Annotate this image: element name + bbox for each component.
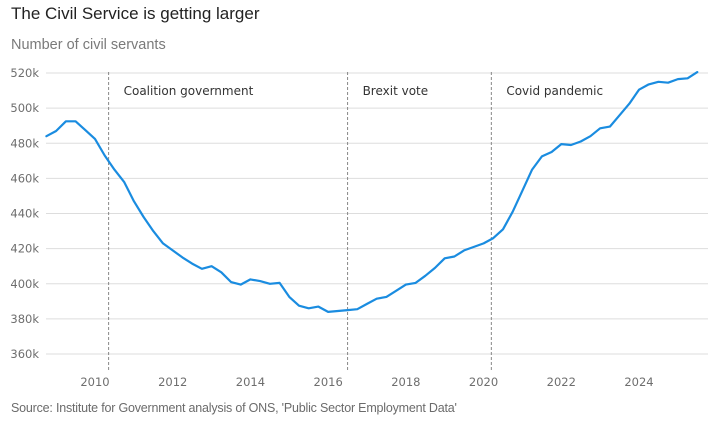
y-tick-label: 440k (10, 207, 39, 221)
x-tick-label: 2012 (158, 375, 187, 389)
event-markers: Coalition government Brexit vote Covid pan… (108, 72, 603, 372)
y-tick-label: 400k (10, 277, 39, 291)
event-annotation: Brexit vote (363, 84, 429, 98)
event-annotation: Covid pandemic (506, 84, 603, 98)
y-tick-label: 380k (10, 312, 39, 326)
x-tick-label: 2018 (391, 375, 420, 389)
y-axis-ticks: 360k 380k 400k 420k 440k 460k 480k 500k 520k (10, 66, 39, 361)
event-annotation: Coalition government (124, 84, 254, 98)
y-tick-label: 460k (10, 171, 39, 185)
source-note: Source: Institute for Government analysi… (11, 401, 457, 415)
series-line-civil-servants (45, 71, 699, 313)
y-tick-label: 500k (10, 101, 39, 115)
y-tick-label: 360k (10, 347, 39, 361)
x-tick-label: 2014 (236, 375, 265, 389)
y-tick-label: 420k (10, 242, 39, 256)
chart-title: The Civil Service is getting larger (11, 4, 260, 23)
x-axis-ticks: 2010 2012 2014 2016 2018 2020 2022 2024 (80, 375, 653, 389)
x-tick-label: 2020 (469, 375, 498, 389)
x-tick-label: 2024 (624, 375, 653, 389)
y-tick-label: 520k (10, 66, 39, 80)
y-tick-label: 480k (10, 136, 39, 150)
chart-subtitle: Number of civil servants (11, 37, 166, 53)
x-tick-label: 2016 (314, 375, 343, 389)
x-tick-label: 2010 (80, 375, 109, 389)
gridlines (46, 72, 708, 355)
x-tick-label: 2022 (547, 375, 576, 389)
